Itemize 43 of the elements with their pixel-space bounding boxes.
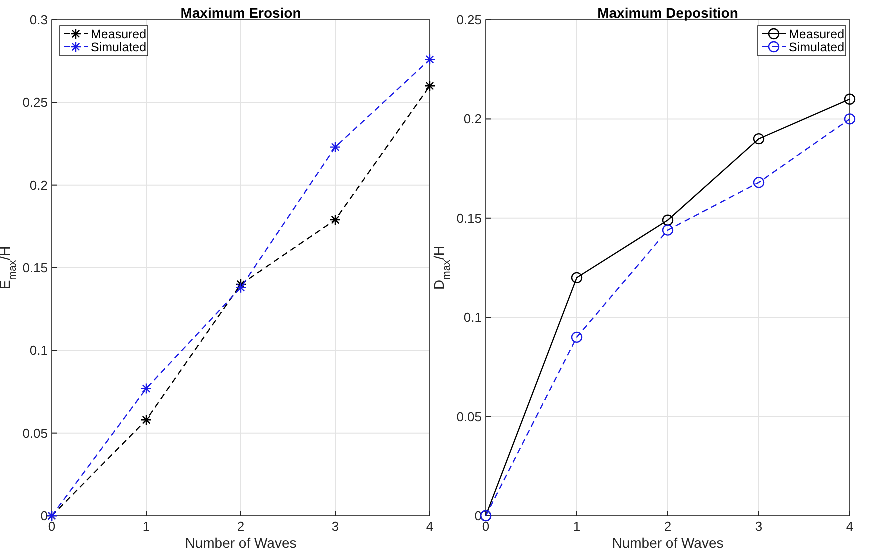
point — [235, 282, 247, 294]
y-tick-label: 0.2 — [464, 112, 482, 127]
y-tick-label: 0.15 — [22, 260, 48, 276]
legend-label: Measured — [789, 28, 845, 42]
point — [844, 114, 856, 125]
point — [140, 414, 152, 426]
chart-title: Maximum Erosion — [180, 5, 302, 21]
point — [662, 214, 674, 226]
point — [753, 177, 765, 188]
x-tick-label: 3 — [755, 519, 763, 534]
y-tick-label: 0 — [40, 508, 48, 524]
point — [662, 224, 674, 236]
y-tick-label: 0.1 — [464, 310, 482, 326]
y-tick-label: 0.25 — [22, 95, 48, 110]
y-tick-label: 0.15 — [456, 210, 482, 226]
point — [140, 383, 152, 394]
x-tick-label: 1 — [573, 519, 581, 534]
y-tick-label: 0.2 — [30, 178, 48, 193]
y-tick-label: 0.25 — [456, 12, 482, 28]
point — [571, 332, 583, 344]
point — [424, 54, 436, 66]
point — [844, 94, 856, 105]
y-tick-label: 0.05 — [22, 426, 48, 441]
x-tick-label: 1 — [142, 519, 150, 534]
point — [424, 80, 436, 92]
x-axis-title: Number of Waves — [185, 535, 297, 551]
legend-label: Simulated — [91, 40, 147, 54]
y-tick-label: 0.3 — [30, 12, 48, 28]
point — [330, 214, 342, 226]
point — [571, 272, 583, 284]
x-tick-label: 3 — [332, 519, 340, 534]
x-tick-label: 2 — [237, 519, 245, 534]
point — [330, 142, 342, 153]
y-tick-label: 0.1 — [30, 343, 48, 358]
point — [753, 133, 765, 145]
legend-label: Simulated — [789, 40, 845, 54]
x-tick-label: 4 — [846, 519, 854, 534]
chart-title: Maximum Deposition — [598, 5, 738, 21]
x-tick-label: 4 — [426, 519, 434, 534]
x-axis-title: Number of Waves — [612, 535, 724, 551]
x-tick-label: 2 — [664, 519, 672, 534]
y-tick-label: 0.05 — [456, 409, 482, 424]
legend-label: Measured — [91, 28, 147, 42]
